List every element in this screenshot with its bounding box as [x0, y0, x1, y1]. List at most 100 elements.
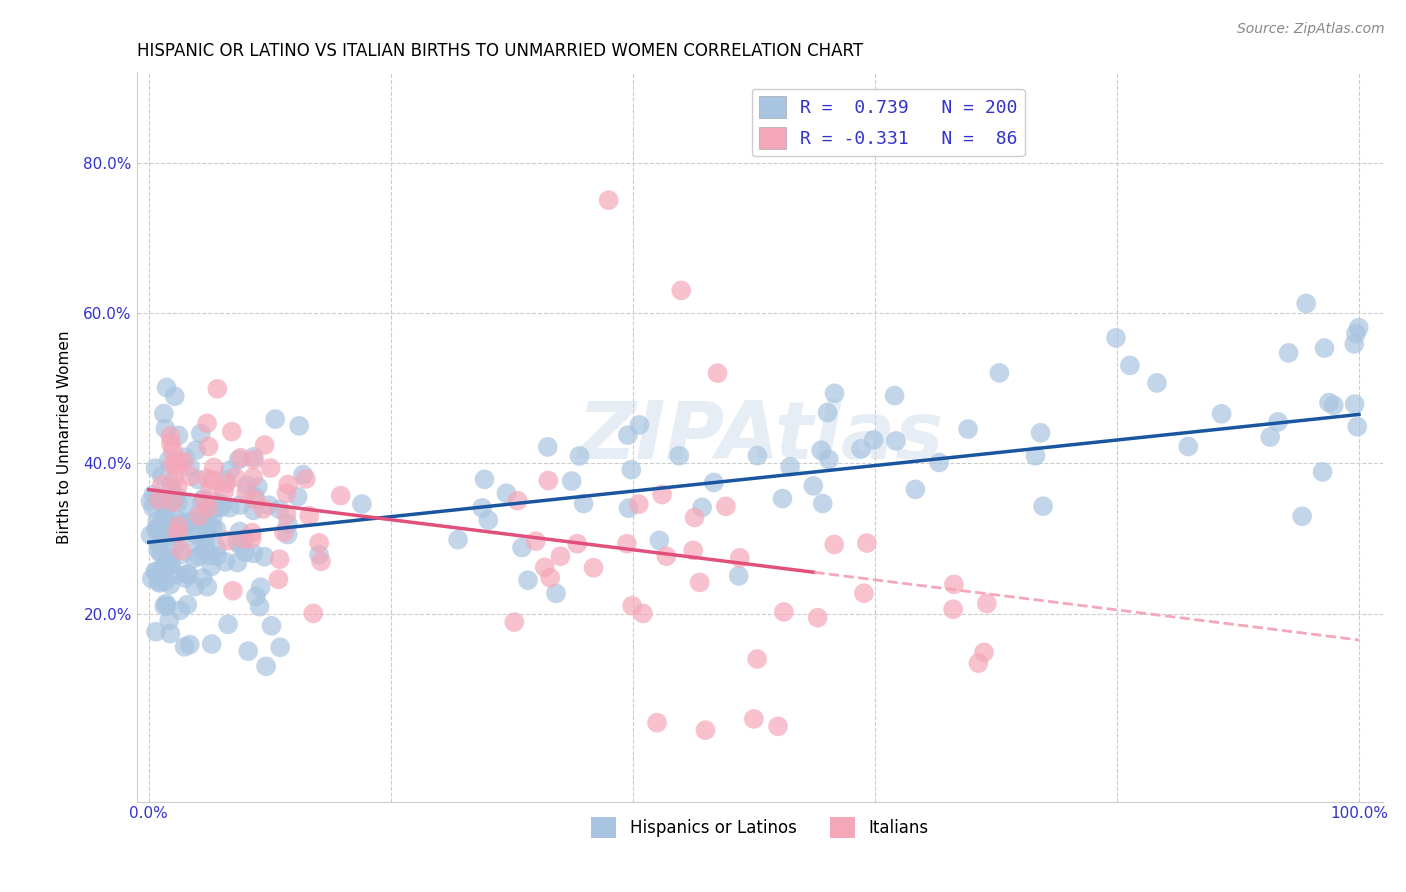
Point: [849, 442, 872, 456]
Point: [177, 567, 200, 582]
Point: [257, 498, 280, 512]
Point: [160, 483, 183, 497]
Point: [818, 452, 841, 467]
Point: [153, 524, 176, 538]
Point: [162, 457, 184, 471]
Point: [240, 532, 263, 546]
Point: [143, 461, 166, 475]
Point: [269, 502, 291, 516]
Point: [273, 525, 295, 540]
Point: [988, 366, 1011, 380]
Point: [810, 443, 832, 458]
Point: [179, 469, 201, 483]
Point: [145, 624, 167, 639]
Point: [904, 483, 927, 497]
Point: [169, 523, 191, 537]
Point: [852, 586, 875, 600]
Point: [1295, 296, 1317, 310]
Point: [620, 463, 643, 477]
Text: HISPANIC OR LATINO VS ITALIAN BIRTHS TO UNMARRIED WOMEN CORRELATION CHART: HISPANIC OR LATINO VS ITALIAN BIRTHS TO …: [136, 42, 863, 60]
Point: [695, 723, 717, 738]
Point: [174, 531, 197, 545]
Point: [242, 503, 264, 517]
Point: [201, 473, 224, 487]
Point: [152, 511, 174, 525]
Point: [242, 546, 264, 560]
Point: [174, 497, 197, 511]
Point: [747, 652, 769, 666]
Point: [621, 599, 644, 613]
Point: [201, 520, 224, 534]
Point: [772, 605, 794, 619]
Point: [167, 514, 190, 528]
Point: [447, 533, 470, 547]
Point: [1032, 499, 1054, 513]
Point: [191, 494, 214, 508]
Point: [779, 459, 801, 474]
Point: [242, 470, 264, 484]
Point: [170, 543, 193, 558]
Point: [139, 528, 162, 542]
Point: [170, 516, 193, 530]
Point: [516, 573, 538, 587]
Point: [1317, 395, 1340, 409]
Point: [193, 491, 215, 506]
Point: [277, 477, 299, 491]
Point: [191, 571, 214, 585]
Point: [155, 500, 177, 514]
Point: [146, 543, 169, 558]
Point: [205, 523, 228, 537]
Point: [616, 537, 638, 551]
Point: [153, 492, 176, 507]
Point: [187, 507, 209, 521]
Point: [162, 541, 184, 555]
Point: [598, 193, 620, 207]
Point: [1312, 465, 1334, 479]
Point: [160, 477, 183, 491]
Point: [152, 560, 174, 574]
Point: [298, 508, 321, 523]
Point: [195, 524, 218, 539]
Point: [1343, 397, 1365, 411]
Point: [538, 571, 561, 585]
Point: [166, 479, 188, 493]
Point: [728, 550, 751, 565]
Point: [561, 474, 583, 488]
Point: [1313, 341, 1336, 355]
Point: [883, 388, 905, 402]
Point: [156, 511, 179, 525]
Point: [477, 513, 499, 527]
Point: [155, 521, 177, 535]
Point: [254, 659, 277, 673]
Point: [276, 507, 298, 521]
Point: [236, 478, 259, 492]
Point: [221, 425, 243, 439]
Point: [567, 537, 589, 551]
Point: [544, 586, 567, 600]
Point: [1347, 320, 1369, 334]
Point: [645, 715, 668, 730]
Point: [243, 453, 266, 467]
Point: [159, 436, 181, 450]
Point: [1146, 376, 1168, 390]
Point: [537, 440, 560, 454]
Point: [162, 530, 184, 544]
Point: [159, 550, 181, 565]
Point: [772, 491, 794, 506]
Point: [1258, 430, 1281, 444]
Point: [689, 575, 711, 590]
Point: [747, 449, 769, 463]
Point: [238, 644, 260, 658]
Point: [226, 535, 249, 549]
Point: [142, 500, 165, 515]
Point: [350, 497, 373, 511]
Point: [617, 501, 640, 516]
Point: [224, 470, 246, 484]
Point: [246, 480, 269, 494]
Point: [550, 549, 572, 564]
Point: [201, 637, 224, 651]
Point: [202, 460, 225, 475]
Point: [153, 599, 176, 613]
Point: [308, 536, 330, 550]
Point: [166, 489, 188, 503]
